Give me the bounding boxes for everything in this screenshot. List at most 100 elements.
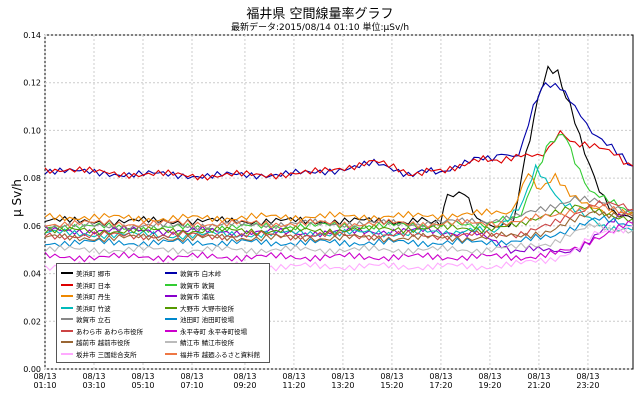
x-tick-time: 15:20 <box>380 381 403 390</box>
x-tick-date: 08/13 <box>527 372 550 381</box>
legend-label: 永平寺町 永平寺町役場 <box>180 327 248 336</box>
series-line <box>44 129 634 181</box>
chart-subtitle: 最新データ:2015/08/14 01:10 単位:μSv/h <box>230 23 410 33</box>
legend-item: 美浜町 竹波 <box>61 303 111 313</box>
legend-label: あわら市 あわら市役所 <box>76 327 144 336</box>
x-tick-date: 08/13 <box>131 372 154 381</box>
series-line <box>44 203 634 229</box>
legend-label: 敦賀市 白木峠 <box>180 270 222 278</box>
legend-swatch <box>61 352 73 355</box>
legend-item: 鯖江市 鯖江市役所 <box>165 337 234 347</box>
x-tick-date: 08/13 <box>576 372 599 381</box>
legend-swatch <box>61 318 73 320</box>
x-tick-date: 08/13 <box>478 372 501 381</box>
y-tick-label: 0.02 <box>23 317 41 326</box>
y-tick-label: 0.10 <box>23 126 41 135</box>
x-tick-date: 08/13 <box>180 372 203 381</box>
x-tick-date: 08/13 <box>331 372 354 381</box>
legend-item: 越前市 越前市役所 <box>61 337 130 347</box>
legend-swatch <box>165 306 177 309</box>
legend-swatch <box>165 352 177 355</box>
legend-label: 敦賀市 敦賀 <box>180 281 215 290</box>
x-tick-time: 23:20 <box>576 381 599 390</box>
legend-label: 敦賀市 立石 <box>76 316 111 324</box>
y-tick-label: 0.14 <box>23 31 41 40</box>
series-line <box>44 222 634 256</box>
legend-item: 坂井市 三国総合支所 <box>61 349 137 359</box>
x-tick-time: 09:20 <box>233 381 256 390</box>
y-tick-labels: 0.00 0.02 0.04 0.06 0.08 0.10 0.12 0.14 <box>23 31 41 374</box>
series-line <box>44 204 634 236</box>
legend-item: 敦賀市 敦賀 <box>165 280 215 290</box>
legend-item: 美浜町 郷市 <box>61 268 111 278</box>
series-line <box>44 163 634 240</box>
series-line <box>44 195 634 232</box>
legend-label: 福井市 越廼ふるさと資料館 <box>180 350 261 359</box>
y-tick-label: 0.04 <box>23 270 41 279</box>
x-tick-time: 19:20 <box>478 381 501 390</box>
legend-swatch <box>165 283 177 286</box>
series-lines <box>44 65 634 272</box>
x-tick-time: 01:10 <box>33 381 56 390</box>
chart-title: 福井県 空間線量率グラフ <box>246 7 394 22</box>
x-tick-date: 08/13 <box>429 372 452 381</box>
legend-swatch <box>165 295 177 297</box>
x-tick-time: 05:10 <box>131 381 154 390</box>
legend-label: 美浜町 丹生 <box>76 293 111 301</box>
legend-swatch <box>165 318 177 320</box>
series-line <box>44 199 634 242</box>
x-tick-date: 08/13 <box>233 372 256 381</box>
legend-label: 美浜町 日本 <box>76 281 111 290</box>
legend-label: 池田町 池田町役場 <box>180 316 235 324</box>
legend-item: 敦賀市 立石 <box>61 314 111 324</box>
legend-label: 越前市 越前市役所 <box>76 339 131 347</box>
x-tick-date: 08/13 <box>33 372 56 381</box>
x-tick-time: 13:20 <box>331 381 354 390</box>
series-line <box>44 215 634 248</box>
legend-swatch <box>61 306 73 309</box>
legend-swatch <box>61 329 73 332</box>
legend-item: 敦賀市 浦底 <box>165 291 215 301</box>
x-tick-date: 08/13 <box>82 372 105 381</box>
y-tick-label: 0.08 <box>23 174 41 183</box>
x-tick-labels: 08/1301:1008/1303:1008/1305:1008/1307:10… <box>33 372 599 390</box>
series-line <box>44 65 634 228</box>
legend-item: 永平寺町 永平寺町役場 <box>165 326 247 336</box>
legend-label: 美浜町 郷市 <box>76 270 111 278</box>
x-tick-time: 17:20 <box>429 381 452 390</box>
series-line <box>44 220 634 263</box>
legend-swatch <box>165 341 177 343</box>
legend-label: 坂井市 三国総合支所 <box>76 350 137 359</box>
legend-swatch <box>61 272 73 274</box>
legend-item: 福井市 越廼ふるさと資料館 <box>165 349 260 359</box>
x-tick-date: 08/13 <box>282 372 305 381</box>
y-tick-label: 0.06 <box>23 222 41 231</box>
legend-item: 美浜町 日本 <box>61 280 111 290</box>
legend-swatch <box>165 272 177 274</box>
y-tick-label: 0.12 <box>23 79 41 88</box>
legend-item: あわら市 あわら市役所 <box>61 326 143 336</box>
legend-swatch <box>165 329 177 332</box>
legend-item: 敦賀市 白木峠 <box>165 268 221 278</box>
series-line <box>44 133 634 234</box>
legend-swatch <box>61 295 73 297</box>
x-tick-time: 03:10 <box>82 381 105 390</box>
legend-label: 敦賀市 浦底 <box>180 293 215 301</box>
series-line <box>44 210 634 244</box>
chart-legend: 美浜町 郷市 敦賀市 白木峠美浜町 日本 敦賀市 敦賀美浜町 丹生 敦賀市 浦底美浜町… <box>56 263 270 363</box>
legend-label: 大野市 大野市役所 <box>180 304 235 313</box>
x-tick-time: 07:10 <box>180 381 203 390</box>
legend-swatch <box>61 283 73 286</box>
legend-label: 鯖江市 鯖江市役所 <box>180 339 235 347</box>
legend-swatch <box>61 341 73 343</box>
x-tick-date: 08/13 <box>380 372 403 381</box>
legend-item: 池田町 池田町役場 <box>165 314 234 324</box>
legend-label: 美浜町 竹波 <box>76 304 111 313</box>
plot-background <box>44 34 634 370</box>
legend-item: 大野市 大野市役所 <box>165 303 234 313</box>
series-line <box>44 172 634 223</box>
legend-item: 美浜町 丹生 <box>61 291 111 301</box>
x-tick-time: 21:20 <box>527 381 550 390</box>
